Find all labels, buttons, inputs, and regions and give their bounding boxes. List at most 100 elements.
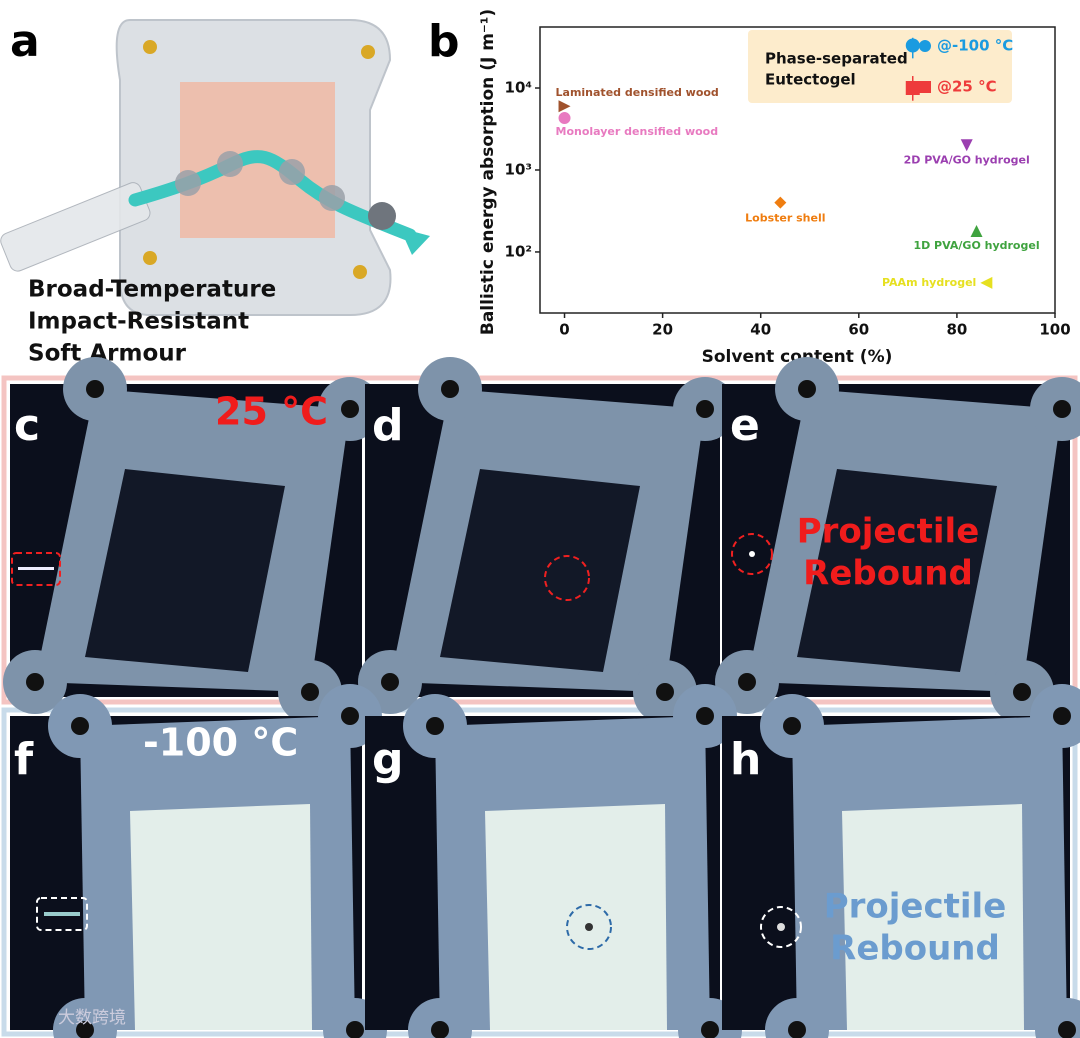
legend-marker [919, 40, 931, 52]
x-tick-label: 40 [750, 321, 771, 339]
point-label: 2D PVA/GO hydrogel [904, 153, 1030, 166]
projectile [749, 551, 755, 557]
caption-line: Impact-Resistant [28, 309, 249, 335]
panel-label: d [372, 400, 404, 451]
point [774, 196, 787, 209]
panel-label: e [730, 400, 760, 451]
point [558, 112, 571, 125]
frame-hole [696, 707, 714, 725]
point [960, 139, 973, 152]
frame-hole [71, 717, 89, 735]
point [980, 276, 993, 289]
x-tick-label: 0 [559, 321, 569, 339]
frame-hole [696, 400, 714, 418]
marker [760, 906, 802, 948]
frame-hole [1053, 400, 1071, 418]
projectile [18, 567, 54, 570]
watermark: 大数跨境 [58, 1008, 126, 1028]
armour-illustration [0, 19, 430, 316]
x-tick-label: 100 [1039, 321, 1070, 339]
armour-window [842, 804, 1024, 1030]
point [970, 225, 983, 238]
temperature: -100 °C [143, 721, 298, 765]
marker [731, 533, 773, 575]
panel-label: g [372, 734, 404, 785]
point-label: 1D PVA/GO hydrogel [913, 239, 1039, 252]
legend-label: @-100 °C [937, 37, 1013, 55]
armour-window [85, 469, 285, 672]
x-tick-label: 20 [652, 321, 673, 339]
marker [36, 897, 88, 931]
legend-label: @25 °C [937, 78, 997, 96]
frame-ear [765, 998, 829, 1038]
armour-window [440, 469, 640, 672]
frame-hole [341, 707, 359, 725]
frame-hole [788, 1021, 806, 1038]
note: Projectile [824, 887, 1007, 927]
armour-window [797, 469, 997, 672]
y-tick-label: 10⁴ [505, 79, 532, 97]
note: Rebound [830, 929, 1000, 969]
temperature: 25 °C [215, 390, 328, 434]
frame-hole [346, 1021, 364, 1038]
frame-hole [1058, 1021, 1076, 1038]
x-axis-label: Solvent content (%) [702, 347, 893, 367]
frame-hole [798, 380, 816, 398]
point [905, 81, 920, 96]
frame-ear [408, 998, 472, 1038]
point-label: PAAm hydrogel [882, 276, 976, 289]
projectile [585, 923, 593, 931]
frame-hole [656, 683, 674, 701]
y-tick-label: 10³ [505, 160, 532, 178]
x-tick-label: 60 [848, 321, 869, 339]
note: Rebound [803, 554, 973, 594]
legend-title: Eutectogel [765, 71, 856, 89]
frame-hole [441, 380, 459, 398]
marker [544, 555, 590, 601]
panel-label: c [14, 400, 40, 451]
frame-hole [86, 380, 104, 398]
point-label: Lobster shell [745, 212, 825, 225]
projectile [777, 923, 785, 931]
plot-frame [539, 26, 1056, 314]
x-tick-label: 80 [946, 321, 967, 339]
y-axis-label: Ballistic energy absorption (J m⁻¹) [478, 9, 498, 335]
point-label: Laminated densified wood [556, 86, 719, 99]
frame-hole [426, 717, 444, 735]
frame-hole [783, 717, 801, 735]
frame-hole [1013, 683, 1031, 701]
panel-label: a [10, 16, 40, 67]
scatter-chart: 0 20 40 60 80 100 10² 10³ 10⁴ Laminated densified… [505, 37, 1071, 339]
legend-box [748, 30, 1012, 103]
armour-window [485, 804, 667, 1030]
frame-hole [381, 673, 399, 691]
frame-hole [738, 673, 756, 691]
point [558, 100, 571, 113]
projectile [44, 912, 80, 916]
armour-window [130, 804, 312, 1030]
frame-hole [341, 400, 359, 418]
legend-title: Phase-separated [765, 50, 908, 68]
marker [566, 904, 612, 950]
frame-hole [76, 1021, 94, 1038]
point-label: Monolayer densified wood [556, 125, 719, 138]
frame-hole [26, 673, 44, 691]
panel-label: f [14, 734, 34, 785]
frame-hole [701, 1021, 719, 1038]
caption-line: Broad-Temperature [28, 277, 276, 303]
frame-hole [301, 683, 319, 701]
point [905, 38, 920, 53]
panel-label: b [428, 16, 460, 67]
photos [3, 357, 1080, 1038]
photo-text: c d e 25 °C Projectile Rebound f g h -10… [14, 390, 1006, 1029]
marker [11, 552, 61, 586]
legend-marker [919, 81, 931, 93]
frame-ear [53, 998, 117, 1038]
row-frame [1, 375, 1078, 705]
frame-hole [1053, 707, 1071, 725]
y-tick-label: 10² [505, 242, 532, 260]
panel-label: h [730, 734, 761, 785]
row-frame [1, 707, 1078, 1037]
frame-hole [431, 1021, 449, 1038]
